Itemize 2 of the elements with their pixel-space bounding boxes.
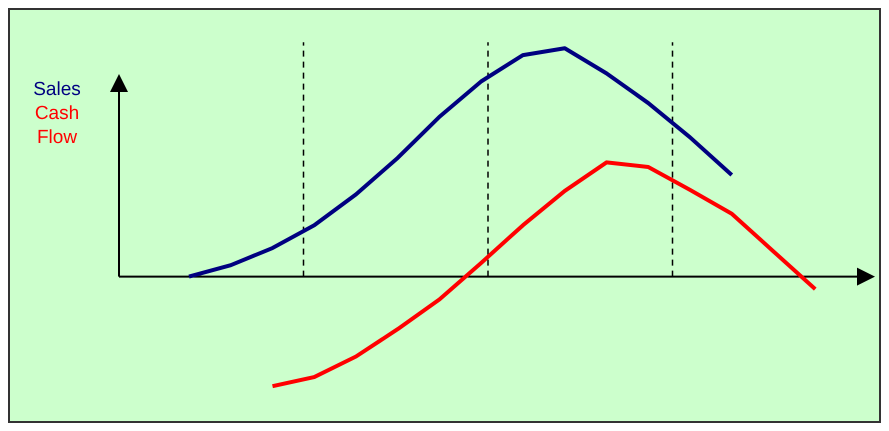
text: Sales	[33, 79, 81, 100]
text: Cash Flow	[34, 103, 80, 148]
